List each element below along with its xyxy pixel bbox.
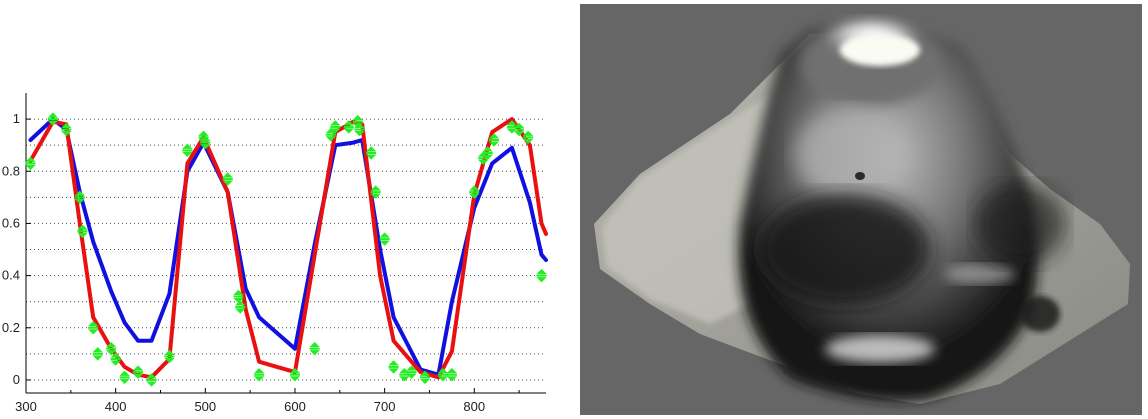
- green-marker: [164, 349, 175, 364]
- green-marker: [406, 365, 417, 379]
- red-series-line: [28, 117, 548, 380]
- green-marker: [47, 112, 59, 126]
- green-marker: [61, 122, 72, 137]
- green-marker: [370, 185, 381, 199]
- green-marker: [233, 289, 244, 304]
- y-tick-label: 0.6: [2, 215, 20, 230]
- green-marker: [182, 143, 193, 158]
- green-marker: [325, 128, 337, 142]
- green-marker: [132, 365, 144, 379]
- green-marker: [482, 146, 493, 160]
- x-tick-label: 700: [374, 399, 396, 414]
- green-marker: [536, 268, 547, 283]
- green-marker: [309, 341, 320, 356]
- x-tick-label: 500: [194, 399, 216, 414]
- ultrasound-image: [580, 4, 1142, 415]
- green-marker: [388, 360, 399, 374]
- green-marker: [88, 321, 99, 335]
- y-tick-label: 0.4: [2, 268, 20, 283]
- green-marker: [92, 347, 103, 361]
- x-tick-label: 300: [15, 399, 37, 414]
- green-marker: [437, 368, 449, 382]
- green-marker: [77, 224, 88, 238]
- green-marker: [365, 146, 377, 160]
- ultrasound-scan-image: [580, 4, 1142, 415]
- green-marker: [379, 232, 390, 246]
- green-marker: [522, 130, 534, 145]
- y-tick-label: 0: [13, 372, 20, 387]
- green-marker: [222, 172, 233, 186]
- green-marker: [289, 368, 301, 382]
- green-marker: [330, 120, 341, 134]
- green-marker: [200, 135, 211, 150]
- y-tick-label: 0.2: [2, 320, 20, 335]
- green-marker: [235, 300, 246, 314]
- green-marker: [488, 133, 500, 147]
- x-tick-label: 600: [284, 399, 306, 414]
- tick-labels: 300 400 500 600 700 800 0 0.2 0.4 0.6 0.8 1: [2, 111, 485, 414]
- green-marker: [469, 185, 480, 199]
- green-marker: [146, 373, 157, 387]
- green-marker: [119, 370, 130, 385]
- green-marker: [354, 122, 365, 137]
- x-tick-label: 800: [463, 399, 485, 414]
- x-tick-label: 400: [105, 399, 127, 414]
- y-tick-label: 1: [13, 111, 20, 126]
- green-marker: [343, 120, 354, 134]
- y-tick-label: 0.8: [2, 163, 20, 178]
- series: [25, 112, 548, 387]
- line-chart: 300 400 500 600 700 800 0 0.2 0.4 0.6 0.8 1: [0, 0, 560, 419]
- green-marker: [446, 368, 458, 382]
- green-marker: [253, 368, 265, 382]
- green-marker: [25, 156, 36, 171]
- green-marker: [419, 370, 431, 385]
- green-marker: [513, 122, 525, 137]
- chart-svg: 300 400 500 600 700 800 0 0.2 0.4 0.6 0.8 1: [2, 93, 548, 414]
- green-marker: [110, 352, 121, 366]
- green-marker: [74, 190, 86, 205]
- green-marker: [105, 341, 117, 356]
- grid: [26, 118, 546, 381]
- axes: [25, 93, 546, 394]
